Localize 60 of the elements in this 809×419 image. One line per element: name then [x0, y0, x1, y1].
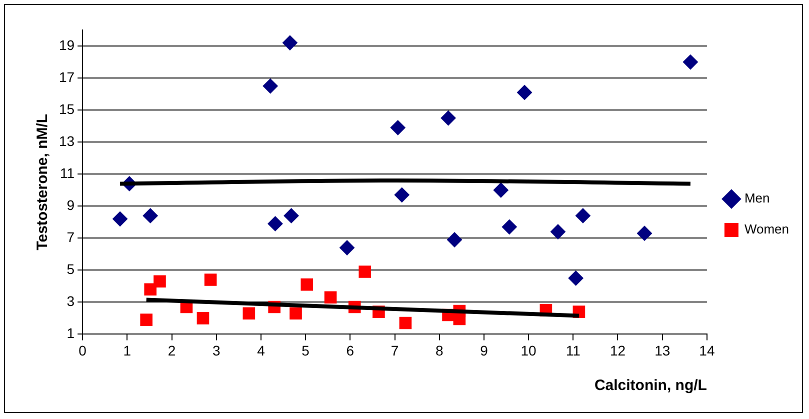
point: [502, 219, 517, 234]
x-tick-label: 11: [566, 342, 581, 358]
point: [390, 120, 406, 136]
y-tick-label: 1: [66, 325, 75, 342]
y-tick-label: 19: [58, 36, 75, 53]
point: [394, 187, 410, 202]
y-axis-title: Testosterone, nM/L: [34, 114, 52, 250]
x-tick-label: 1: [123, 342, 132, 358]
point: [358, 266, 372, 278]
x-tick-label: 6: [346, 342, 354, 358]
point: [144, 283, 157, 296]
point: [300, 278, 314, 291]
x-tick-label: 13: [654, 342, 670, 358]
point: [262, 78, 278, 94]
point: [447, 232, 462, 248]
point: [268, 216, 283, 232]
point: [517, 84, 532, 100]
point: [324, 291, 337, 304]
x-tick-label: 14: [699, 342, 715, 358]
legend-label: Men: [744, 190, 770, 206]
point: [440, 110, 456, 126]
point: [493, 182, 508, 198]
point: [154, 275, 166, 288]
point: [204, 274, 217, 286]
x-tick-label: 4: [257, 342, 266, 358]
y-tick-label: 7: [66, 228, 75, 245]
point: [399, 316, 412, 330]
x-tick-label: 9: [480, 342, 488, 358]
point: [242, 307, 256, 320]
point: [142, 208, 158, 224]
point: [453, 312, 466, 326]
point: [682, 54, 698, 70]
y-tick-label: 11: [60, 164, 75, 181]
x-tick-label: 8: [435, 342, 444, 358]
point: [568, 270, 584, 286]
y-tick-label: 17: [58, 68, 75, 85]
point: [282, 35, 298, 50]
x-tick-label: 0: [78, 342, 87, 358]
point: [112, 211, 128, 226]
point: [290, 307, 302, 320]
legend-label: Women: [744, 222, 790, 237]
x-axis-title: Calcitonin, ng/L: [594, 377, 707, 394]
x-tick-label: 5: [302, 342, 310, 358]
x-tick-label: 2: [168, 342, 176, 358]
y-tick-label: 5: [66, 261, 75, 278]
point: [140, 314, 153, 326]
y-tick-label: 3: [66, 293, 75, 310]
point: [550, 224, 566, 240]
y-tick-label: 13: [58, 132, 75, 149]
x-tick-label: 12: [610, 342, 626, 358]
y-tick-label: 9: [66, 196, 75, 213]
point: [196, 312, 210, 324]
x-tick-label: 10: [520, 342, 537, 358]
point: [637, 226, 652, 241]
x-tick-label: 3: [212, 342, 220, 358]
x-tick-label: 7: [390, 342, 399, 358]
point: [340, 240, 355, 256]
point: [575, 208, 590, 224]
point: [284, 208, 299, 224]
y-tick-label: 15: [58, 100, 75, 117]
